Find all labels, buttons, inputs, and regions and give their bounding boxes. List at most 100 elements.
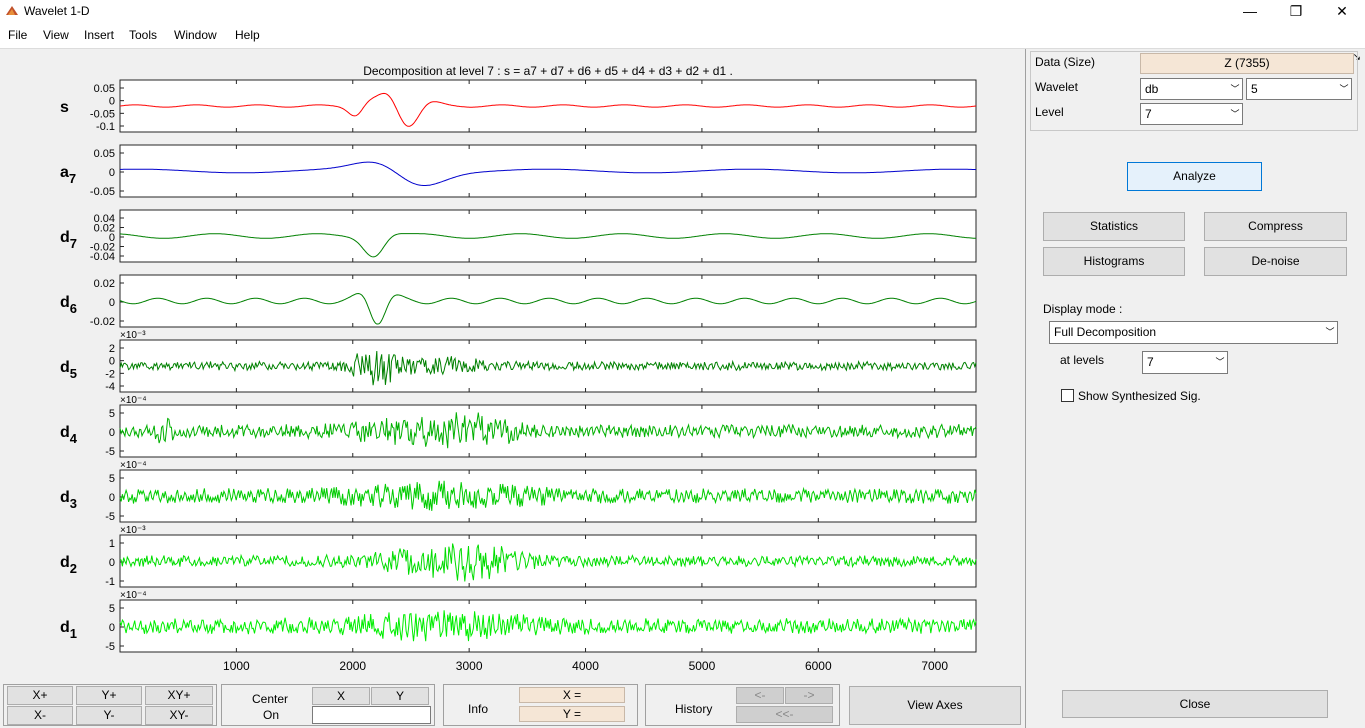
wavelet-order-select[interactable]: 5 ﹀	[1246, 78, 1352, 100]
x-tick-label: 7000	[921, 659, 948, 673]
matlab-icon	[6, 6, 18, 15]
signal-line-d5	[119, 350, 977, 386]
x-tick-label: 6000	[805, 659, 832, 673]
decomposition-title: Decomposition at level 7 : s = a7 + d7 +…	[363, 64, 733, 78]
x-tick-label: 5000	[689, 659, 716, 673]
at-levels-select[interactable]: 7 ﹀	[1142, 351, 1228, 374]
chevron-down-icon: ﹀	[1230, 109, 1240, 119]
wavelet-family-value: db	[1145, 82, 1159, 96]
x-tick-label: 4000	[572, 659, 599, 673]
level-select[interactable]: 7 ﹀	[1140, 103, 1243, 125]
data-size-value: Z (7355)	[1140, 53, 1354, 74]
menu-help[interactable]: Help	[235, 28, 260, 42]
restore-button[interactable]: ❐	[1289, 3, 1303, 19]
chevron-down-icon: ﹀	[1339, 84, 1349, 94]
history-forward-button[interactable]: ->	[785, 687, 833, 704]
compress-button[interactable]: Compress	[1204, 212, 1347, 241]
close-window-button[interactable]: ✕	[1336, 3, 1348, 19]
dock-arrow-icon[interactable]: ↘	[1352, 52, 1361, 63]
y-tick-label: -0.05	[90, 108, 115, 120]
signal-line-d3	[119, 480, 977, 511]
y-tick-label: 0	[109, 427, 115, 439]
zoom-xy-plus-button[interactable]: XY+	[145, 686, 213, 705]
signal-line-a7	[119, 161, 977, 186]
y-tick-label: 0.05	[94, 83, 115, 95]
y-tick-label: -4	[105, 381, 115, 393]
statistics-button[interactable]: Statistics	[1043, 212, 1185, 241]
y-tick-label: 0	[109, 557, 115, 569]
display-mode-select[interactable]: Full Decomposition ﹀	[1049, 321, 1338, 344]
y-tick-label: 2	[109, 343, 115, 355]
signal-line-d2	[119, 543, 977, 582]
menu-file[interactable]: File	[8, 28, 28, 42]
exponent-label: ×10⁻⁴	[120, 395, 147, 406]
history-label: History	[675, 702, 713, 716]
menu-tools[interactable]: Tools	[129, 28, 158, 42]
zoom-y-minus-button[interactable]: Y-	[76, 706, 142, 725]
row-label-d4: d4	[60, 424, 78, 446]
panel-divider	[1025, 49, 1026, 728]
plot-axes-d2	[119, 534, 977, 588]
plot-axes-d4	[119, 404, 977, 458]
at-levels-label: at levels	[1060, 353, 1105, 367]
plot-axes-d1	[119, 599, 977, 653]
info-x-field: X =	[519, 687, 625, 703]
x-tick-label: 2000	[339, 659, 366, 673]
history-back-button[interactable]: <-	[736, 687, 784, 704]
signal-line-d4	[119, 412, 977, 449]
y-tick-label: 0.05	[94, 148, 115, 160]
y-tick-label: 0	[109, 232, 115, 244]
wavelet-family-select[interactable]: db ﹀	[1140, 78, 1243, 100]
chevron-down-icon: ﹀	[1230, 84, 1240, 94]
y-tick-label: -5	[105, 446, 115, 458]
menu-insert[interactable]: Insert	[84, 28, 115, 42]
menu-view[interactable]: View	[43, 28, 69, 42]
display-mode-value: Full Decomposition	[1054, 325, 1157, 339]
title-bar: Wavelet 1-D — ❐ ✕	[0, 0, 1365, 24]
chevron-down-icon: ﹀	[1325, 327, 1335, 337]
signal-line-s	[119, 92, 977, 127]
exponent-label: ×10⁻⁴	[120, 590, 147, 601]
plot-axes-a7	[119, 144, 977, 198]
y-tick-label: 5	[109, 603, 115, 615]
center-x-button[interactable]: X	[312, 687, 370, 705]
decomposition-plots[interactable]: 0.050-0.05-0.1s0.050-0.05a70.040.020-0.0…	[0, 49, 1024, 681]
row-label-d2: d2	[60, 554, 77, 576]
info-y-field: Y =	[519, 706, 625, 722]
view-axes-button[interactable]: View Axes	[849, 686, 1021, 725]
show-synthesized-label: Show Synthesized Sig.	[1078, 389, 1201, 403]
y-tick-label: -5	[105, 641, 115, 653]
wavelet-order-value: 5	[1251, 82, 1258, 96]
window-title: Wavelet 1-D	[24, 4, 90, 18]
analyze-button[interactable]: Analyze	[1127, 162, 1262, 191]
close-button[interactable]: Close	[1062, 690, 1328, 718]
history-first-button[interactable]: <<-	[736, 706, 833, 723]
y-tick-label: -0.02	[90, 316, 115, 328]
level-value: 7	[1145, 107, 1152, 121]
minimize-button[interactable]: —	[1243, 3, 1257, 19]
y-tick-label: 0	[109, 492, 115, 504]
zoom-xy-minus-button[interactable]: XY-	[145, 706, 213, 725]
y-tick-label: -1	[105, 576, 115, 588]
menu-window[interactable]: Window	[174, 28, 217, 42]
display-mode-label: Display mode :	[1043, 302, 1123, 316]
exponent-label: ×10⁻³	[120, 525, 146, 536]
zoom-x-plus-button[interactable]: X+	[7, 686, 73, 705]
center-y-button[interactable]: Y	[371, 687, 429, 705]
y-tick-label: 0	[109, 622, 115, 634]
y-tick-label: 5	[109, 473, 115, 485]
zoom-y-plus-button[interactable]: Y+	[76, 686, 142, 705]
info-label: Info	[468, 702, 489, 716]
signal-line-d1	[119, 610, 977, 642]
y-tick-label: -0.05	[90, 186, 115, 198]
denoise-button[interactable]: De-noise	[1204, 247, 1347, 276]
zoom-x-minus-button[interactable]: X-	[7, 706, 73, 725]
signal-line-d6	[119, 292, 977, 325]
center-value-field[interactable]	[312, 706, 431, 724]
show-synthesized-checkbox[interactable]	[1061, 389, 1074, 402]
y-tick-label: -0.04	[90, 251, 115, 263]
y-tick-label: -2	[105, 368, 115, 380]
y-tick-label: 1	[109, 538, 115, 550]
center-on-label-2: On	[263, 708, 280, 722]
histograms-button[interactable]: Histograms	[1043, 247, 1185, 276]
